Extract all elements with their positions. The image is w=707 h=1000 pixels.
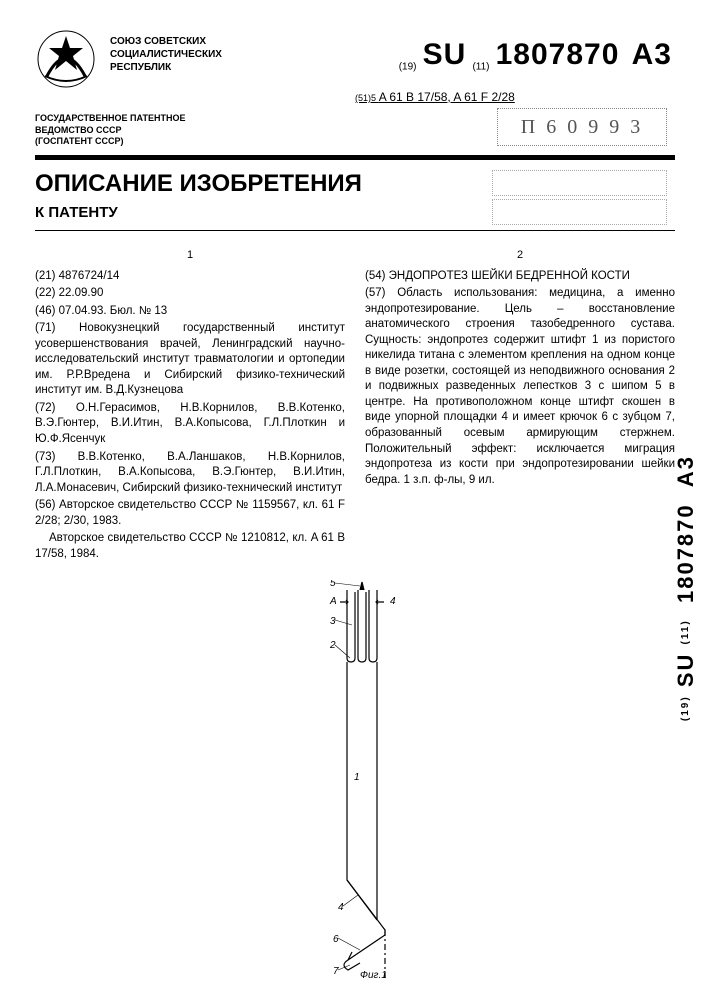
fig-label-5: 5 [330,580,336,589]
document-title: ОПИСАНИЕ ИЗОБРЕТЕНИЯ [35,170,362,198]
ussr-emblem [35,28,97,90]
country-code: SU [423,38,467,71]
field-46: (46) 07.04.93. Бюл. № 13 [35,304,345,320]
side-num: 1807870 [673,503,698,603]
fig-label-3: 3 [330,616,336,627]
fig-label-1: 1 [354,772,360,783]
col-number: 2 [365,248,675,263]
divider-thick [35,155,675,160]
gospatent-line: ВЕДОМСТВО СССР [35,125,186,137]
kind-code: A3 [632,38,672,71]
side-11: (11) [680,619,691,644]
registration-boxes [492,170,667,225]
figure-caption: Фиг.1 [360,970,387,980]
field-22: (22) 22.09.90 [35,286,345,302]
fig-label-2: 2 [329,640,336,651]
ussr-line: СОЮЗ СОВЕТСКИХ [110,35,222,48]
ussr-line: РЕСПУБЛИК [110,61,222,74]
gospatent-line: (ГОСПАТЕНТ СССР) [35,136,186,148]
ussr-name: СОЮЗ СОВЕТСКИХ СОЦИАЛИСТИЧЕСКИХ РЕСПУБЛИ… [110,35,222,74]
field-56a: (56) Авторское свидетельство СССР № 1159… [35,498,345,529]
col-number: 1 [35,248,345,263]
field-54: (54) ЭНДОПРОТЕЗ ШЕЙКИ БЕДРЕННОЙ КОСТИ [365,269,675,285]
field-56b: Авторское свидетельство СССР № 1210812, … [35,531,345,562]
field-71: (71) Новокузнецкий государственный инсти… [35,321,345,399]
publication-code: (19) SU (11) 1807870 A3 [399,38,672,72]
side-su: SU [673,653,698,688]
column-1: 1 (21) 4876724/14 (22) 22.09.90 (46) 07.… [35,248,345,564]
fig-label-4: 4 [390,596,396,607]
code-19: (19) [399,61,417,72]
field-21: (21) 4876724/14 [35,269,345,285]
gospatent-line: ГОСУДАРСТВЕННОЕ ПАТЕНТНОЕ [35,113,186,125]
fig-label-A: A [329,596,337,607]
stamp-text: П 6 0 9 9 3 [521,116,643,139]
registration-stamp: П 6 0 9 9 3 [497,108,667,146]
text-columns: 1 (21) 4876724/14 (22) 22.09.90 (46) 07.… [35,248,675,564]
document-subtitle: К ПАТЕНТУ [35,204,118,221]
divider-thin [35,230,675,231]
fig-label-6: 6 [333,934,339,945]
doc-number: 1807870 [496,38,620,71]
gospatent-block: ГОСУДАРСТВЕННОЕ ПАТЕНТНОЕ ВЕДОМСТВО СССР… [35,113,186,148]
side-19: (19) [680,695,691,721]
code-11: (11) [472,61,489,72]
field-73: (73) В.В.Котенко, В.А.Ланшаков, Н.В.Корн… [35,450,345,497]
side-publication-code: (19) SU (11) 1807870 A3 [673,455,699,721]
ipc-label: (51)5 [355,93,376,103]
field-72: (72) О.Н.Герасимов, Н.В.Корнилов, В.В.Ко… [35,401,345,448]
column-2: 2 (54) ЭНДОПРОТЕЗ ШЕЙКИ БЕДРЕННОЙ КОСТИ … [365,248,675,564]
patent-figure: 5 A 4 3 2 1 4 6 7 Фиг.1 [300,580,430,980]
fig-label-4b: 4 [338,902,344,913]
ipc-value: A 61 B 17/58, A 61 F 2/28 [379,90,515,104]
ussr-line: СОЦИАЛИСТИЧЕСКИХ [110,48,222,61]
side-kind: A3 [673,455,698,487]
ipc-classification: (51)5 A 61 B 17/58, A 61 F 2/28 [355,90,515,104]
field-57: (57) Область использования: медицина, а … [365,286,675,488]
fig-label-7: 7 [333,966,339,977]
